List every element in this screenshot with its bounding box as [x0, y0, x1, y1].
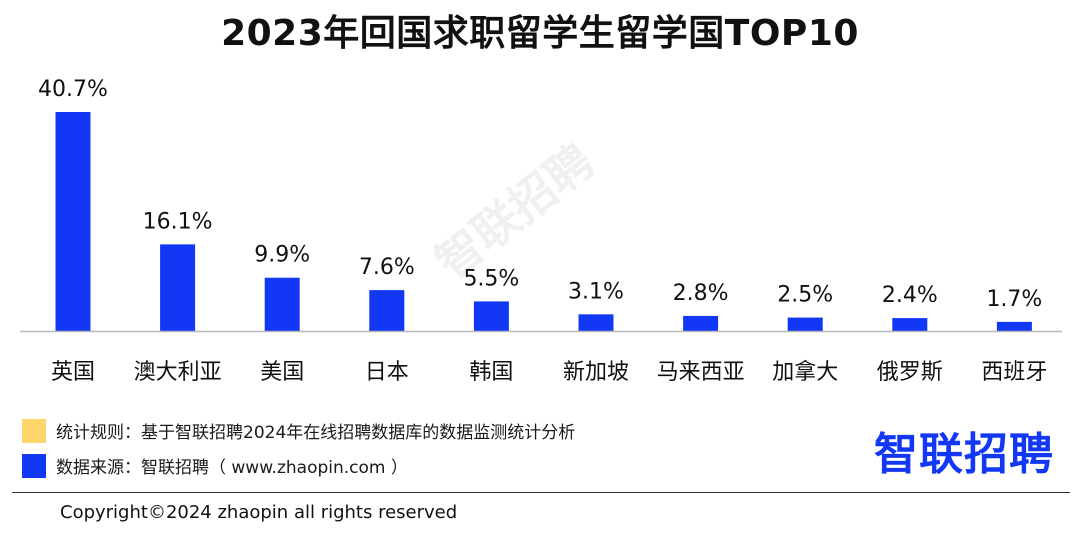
- bar-2: [160, 244, 196, 331]
- category-label-4: 日本: [365, 360, 409, 385]
- value-label-7: 2.8%: [673, 281, 729, 306]
- source-swatch: [22, 453, 46, 478]
- bar-6: [578, 314, 614, 331]
- category-label-3: 美国: [260, 360, 304, 385]
- category-label-5: 韩国: [469, 360, 513, 385]
- value-label-5: 5.5%: [463, 266, 519, 291]
- category-label-10: 西班牙: [981, 360, 1047, 385]
- bar-7: [683, 315, 719, 331]
- bar-9: [892, 318, 928, 331]
- value-label-6: 3.1%: [568, 279, 624, 304]
- brand-logo: 智联招聘: [874, 429, 1054, 480]
- value-label-1: 40.7%: [38, 77, 108, 102]
- category-label-7: 马来西亚: [657, 360, 745, 385]
- bar-10: [996, 321, 1032, 331]
- category-label-1: 英国: [51, 360, 95, 385]
- category-labels-group: 英国 澳大利亚 美国 日本 韩国 新加坡 马来西亚 加拿大 俄罗斯 西班牙: [51, 359, 1047, 385]
- source-text: 数据来源：智联招聘（ www.zhaopin.com ）: [56, 458, 408, 478]
- value-label-3: 9.9%: [254, 243, 310, 268]
- rule-text: 统计规则：基于智联招聘2024年在线招聘数据库的数据监测统计分析: [56, 423, 576, 443]
- value-label-9: 2.4%: [882, 283, 938, 308]
- legend-source: 数据来源：智联招聘（ www.zhaopin.com ）: [22, 453, 408, 478]
- bar-8: [787, 317, 823, 331]
- footer-divider: [12, 492, 1070, 493]
- legend-rule: 统计规则：基于智联招聘2024年在线招聘数据库的数据监测统计分析: [22, 418, 575, 443]
- value-labels-group: 40.7% 16.1% 9.9% 7.6% 5.5% 3.1% 2.8% 2.5% 2.4% 1.…: [38, 77, 1042, 312]
- rule-swatch: [22, 418, 46, 443]
- copyright-text: Copyright©2024 zhaopin all rights reserv…: [60, 502, 458, 523]
- bar-5: [473, 301, 509, 331]
- bar-4: [369, 290, 405, 331]
- value-label-8: 2.5%: [777, 283, 833, 308]
- bar-3: [264, 277, 300, 331]
- bar-chart: 40.7% 16.1% 9.9% 7.6% 5.5% 3.1% 2.8% 2.5% 2.4% 1.…: [20, 77, 1062, 385]
- bar-1: [55, 112, 91, 331]
- value-label-4: 7.6%: [359, 255, 415, 280]
- value-label-10: 1.7%: [986, 287, 1042, 312]
- category-label-2: 澳大利亚: [134, 360, 222, 385]
- category-label-6: 新加坡: [563, 360, 629, 385]
- chart-title: 2023年回国求职留学生留学国TOP10: [221, 13, 859, 54]
- value-label-2: 16.1%: [143, 209, 213, 234]
- bars-group: [55, 112, 1032, 331]
- category-label-8: 加拿大: [772, 359, 838, 385]
- category-label-9: 俄罗斯: [877, 360, 943, 385]
